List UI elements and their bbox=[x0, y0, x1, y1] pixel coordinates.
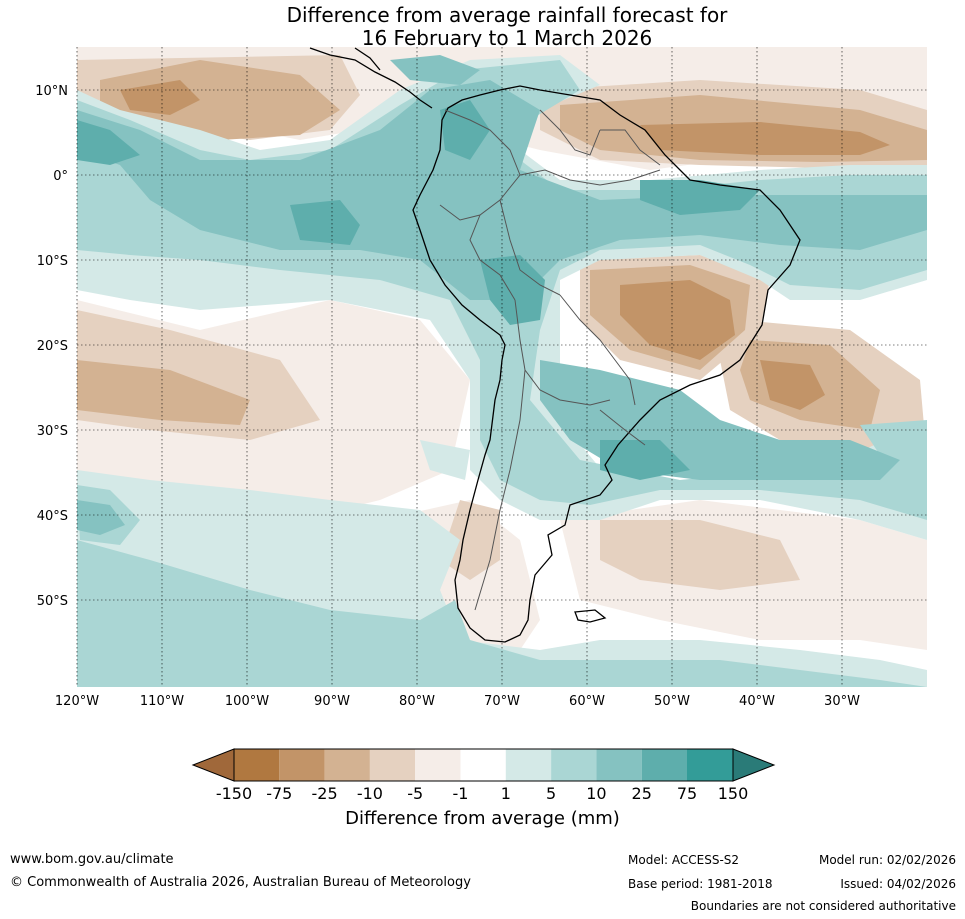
lat-label: 30°S bbox=[37, 424, 68, 439]
model-name: Model: ACCESS-S2 bbox=[628, 853, 740, 867]
colorbar-tick-label: 150 bbox=[718, 784, 749, 803]
colorbar-tick-label: -1 bbox=[453, 784, 469, 803]
base-period: Base period: 1981-2018 bbox=[628, 877, 773, 891]
title-line-2: 16 February to 1 March 2026 bbox=[361, 26, 653, 50]
lon-label: 90°W bbox=[314, 694, 350, 709]
colorbar-tick-label: -150 bbox=[216, 784, 252, 803]
issued-date: Issued: 04/02/2026 bbox=[840, 877, 956, 891]
lat-label: 20°S bbox=[37, 339, 68, 354]
colorbar-frame bbox=[233, 748, 734, 782]
colorbar-tick-label: -5 bbox=[407, 784, 423, 803]
graticule bbox=[76, 47, 927, 687]
colorbar-tick-label: 1 bbox=[501, 784, 511, 803]
lon-label: 100°W bbox=[225, 694, 269, 709]
colorbar-tick-label: -75 bbox=[266, 784, 292, 803]
colorbar-segment bbox=[460, 749, 506, 781]
colorbar-segment bbox=[596, 749, 642, 781]
colorbar-segment bbox=[551, 749, 597, 781]
copyright-text: © Commonwealth of Australia 2026, Austra… bbox=[10, 875, 471, 890]
lon-label: 110°W bbox=[140, 694, 184, 709]
colorbar-segment bbox=[279, 749, 325, 781]
lon-label: 60°W bbox=[569, 694, 605, 709]
lon-label: 40°W bbox=[739, 694, 775, 709]
colorbar: -150 -75 -25 -10 -5 -1 1 5 10 25 75 150 bbox=[191, 748, 776, 803]
colorbar-segment bbox=[641, 749, 687, 781]
colorbar-tick-label: 10 bbox=[586, 784, 606, 803]
colorbar-tick-label: -10 bbox=[357, 784, 383, 803]
longitude-labels: 120°W 110°W 100°W 90°W 80°W 70°W 60°W 50… bbox=[55, 694, 860, 709]
lon-label: 50°W bbox=[654, 694, 690, 709]
lat-label: 10°N bbox=[35, 84, 68, 99]
map-title: Difference from average rainfall forecas… bbox=[0, 4, 965, 50]
lat-label: 0° bbox=[53, 169, 68, 184]
lat-label: 10°S bbox=[37, 254, 68, 269]
colorbar-segment bbox=[687, 749, 733, 781]
lon-label: 70°W bbox=[484, 694, 520, 709]
boundaries-disclaimer: Boundaries are not considered authoritat… bbox=[690, 899, 956, 913]
colorbar-title: Difference from average (mm) bbox=[345, 808, 620, 829]
colorbar-segment bbox=[415, 749, 461, 781]
coastline bbox=[309, 47, 801, 643]
latitude-labels: 10°N 0° 10°S 20°S 30°S 40°S 50°S bbox=[35, 84, 68, 609]
colorbar-extend-low bbox=[191, 748, 235, 782]
country-borders bbox=[439, 109, 661, 611]
anomaly-band-pos-strong bbox=[77, 100, 760, 480]
lon-label: 30°W bbox=[824, 694, 860, 709]
title-line-1: Difference from average rainfall forecas… bbox=[286, 3, 728, 27]
website-link[interactable]: www.bom.gov.au/climate bbox=[10, 852, 174, 867]
colorbar-tick-label: 5 bbox=[546, 784, 556, 803]
colorbar-segment bbox=[505, 749, 552, 781]
lon-label: 80°W bbox=[399, 694, 435, 709]
colorbar-tick-label: 25 bbox=[632, 784, 652, 803]
colorbar-tick-label: -25 bbox=[312, 784, 338, 803]
colorbar-extend-high bbox=[732, 748, 776, 782]
lat-label: 50°S bbox=[37, 594, 68, 609]
colorbar-tick-label: 75 bbox=[677, 784, 697, 803]
anomaly-band-neg-dark bbox=[77, 80, 890, 410]
lat-label: 40°S bbox=[37, 509, 68, 524]
colorbar-segment bbox=[369, 749, 416, 781]
lon-label: 120°W bbox=[55, 694, 99, 709]
colorbar-segment bbox=[324, 749, 370, 781]
colorbar-segment bbox=[234, 749, 280, 781]
model-run-date: Model run: 02/02/2026 bbox=[818, 853, 956, 867]
